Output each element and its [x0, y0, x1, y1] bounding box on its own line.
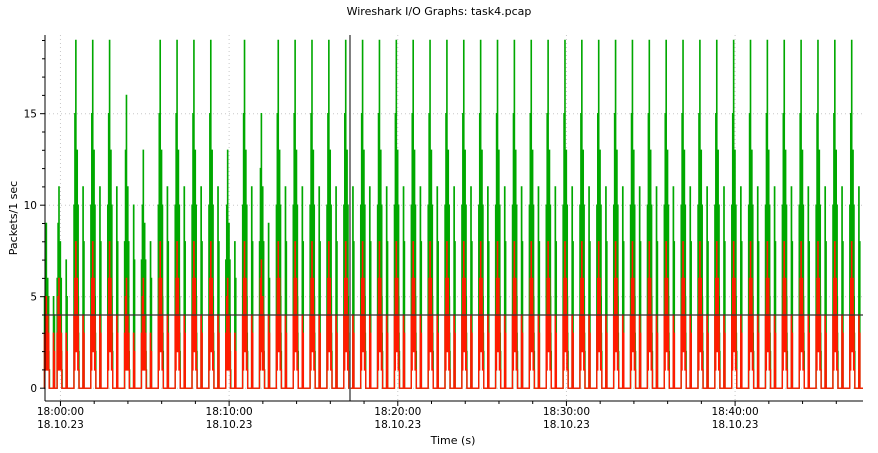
chart-title: Wireshark I/O Graphs: task4.pcap [347, 5, 532, 18]
y-tick-label: 0 [30, 383, 37, 395]
x-tick-label-time: 18:00:00 [37, 406, 84, 418]
y-tick-label: 10 [24, 200, 37, 212]
axes [44, 35, 863, 402]
y-axis-ticks: 0 5 10 15 [24, 39, 45, 395]
x-axis-label: Time (s) [430, 434, 476, 447]
x-tick-label-date: 18.10.23 [712, 419, 759, 431]
x-tick-label-time: 18:40:00 [712, 406, 759, 418]
x-tick-label-date: 18.10.23 [206, 419, 253, 431]
x-tick-label-time: 18:20:00 [374, 406, 421, 418]
x-tick-label-date: 18.10.23 [37, 419, 84, 431]
x-tick-label-date: 18.10.23 [374, 419, 421, 431]
x-tick-label-time: 18:10:00 [206, 406, 253, 418]
x-axis-ticks: 18:00:0018.10.2318:10:0018.10.2318:20:00… [37, 401, 837, 431]
y-axis-label: Packets/1 sec [7, 181, 20, 255]
y-tick-label: 15 [24, 109, 37, 121]
y-tick-label: 5 [30, 292, 37, 304]
x-tick-label-time: 18:30:00 [543, 406, 590, 418]
x-tick-label-date: 18.10.23 [543, 419, 590, 431]
